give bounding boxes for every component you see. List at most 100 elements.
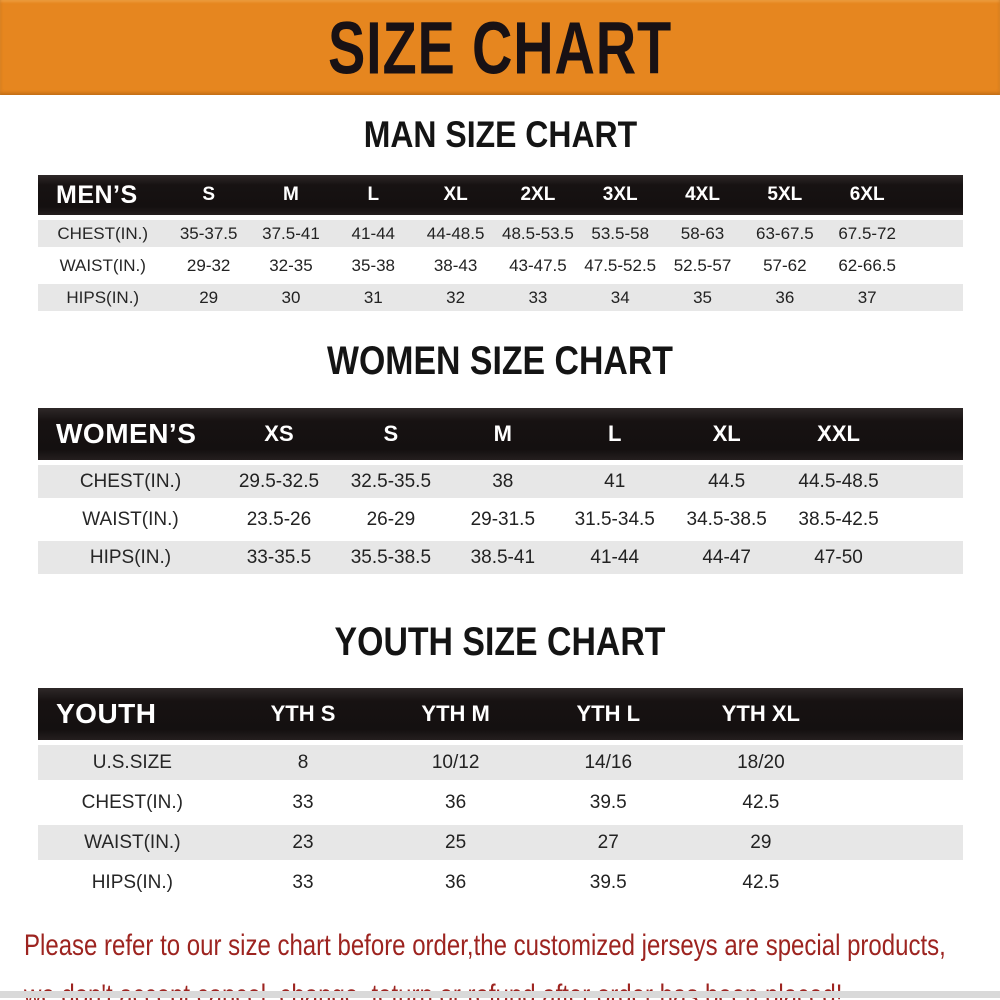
column-header: S (167, 175, 250, 215)
column-header: YTH XL (684, 688, 838, 740)
cell-value: 41-44 (558, 541, 671, 574)
cell-value: 35-37.5 (167, 220, 250, 247)
row-filler (908, 220, 963, 247)
table-row: CHEST(IN.) 33 36 39.5 42.5 (38, 785, 963, 820)
cell-value: 25 (379, 825, 532, 860)
bottom-edge-strip (0, 991, 1000, 998)
group-label: YOUTH (38, 688, 227, 740)
cell-value: 37.5-41 (249, 220, 333, 247)
women-section-heading-text: WOMEN SIZE CHART (327, 337, 673, 383)
cell-value: 38 (446, 465, 559, 498)
column-header: YTH S (226, 688, 380, 740)
women-size-section: WOMEN SIZE CHART WOMEN’S XS S M L XL XXL CHEST(… (0, 337, 1000, 579)
cell-value: 34 (579, 284, 662, 311)
cell-value: 36 (445, 871, 467, 893)
women-size-table: WOMEN’S XS S M L XL XXL CHEST(IN.) 29.5-32.5 32.5… (38, 403, 963, 579)
cell-value: 31.5-34.5 (574, 508, 655, 530)
cell-value: 32 (414, 284, 497, 311)
cell-value: 39.5 (589, 871, 627, 893)
cell-value: 44-47 (670, 541, 783, 574)
men-size-table: MEN’S S M L XL 2XL 3XL 4XL 5XL 6XL CHEST(IN.) 35-37… (38, 170, 963, 316)
header-filler (908, 175, 963, 215)
column-header: YTH M (379, 688, 532, 740)
row-label: WAIST(IN.) (38, 825, 227, 860)
size-chart-banner: SIZE CHART (0, 0, 1000, 95)
column-header: 3XL (579, 175, 662, 215)
cell-value: 29.5-32.5 (223, 465, 335, 498)
cell-value: 47.5-52.5 (584, 255, 657, 275)
column-header: L (558, 408, 671, 460)
row-filler (908, 252, 963, 279)
cell-value: 52.5-57 (673, 255, 732, 275)
cell-value: 23.5-26 (246, 508, 312, 530)
header-filler (837, 688, 963, 740)
cell-value: 57-62 (763, 255, 807, 275)
cell-value: 26-29 (366, 508, 416, 530)
row-filler (837, 865, 963, 900)
column-header: 4XL (661, 175, 744, 215)
cell-value: 10/12 (379, 745, 532, 780)
cell-value: 44.5 (670, 465, 783, 498)
youth-section-heading-text: YOUTH SIZE CHART (334, 618, 666, 664)
youth-section-heading: YOUTH SIZE CHART (0, 618, 1000, 664)
table-row: HIPS(IN.) 29 30 31 32 33 34 35 36 37 (38, 284, 963, 311)
cell-value: 43-47.5 (509, 255, 567, 275)
cell-value: 36 (743, 284, 826, 311)
column-header: YTH L (531, 688, 685, 740)
column-header: M (249, 175, 333, 215)
cell-value: 30 (249, 284, 333, 311)
cell-value: 41 (558, 465, 671, 498)
cell-value: 23 (226, 825, 380, 860)
row-filler (837, 825, 963, 860)
cell-value: 33 (292, 791, 314, 813)
cell-value: 35 (661, 284, 744, 311)
table-row: U.S.SIZE 8 10/12 14/16 18/20 (38, 745, 963, 780)
cell-value: 14/16 (531, 745, 685, 780)
column-header: 6XL (826, 175, 909, 215)
row-filler (894, 541, 963, 574)
cell-value: 41-44 (332, 220, 415, 247)
cell-value: 31 (332, 284, 415, 311)
disclaimer-line-1: Please refer to our size chart before or… (24, 929, 946, 962)
banner-title: SIZE CHART (328, 6, 672, 89)
youth-size-section: YOUTH SIZE CHART YOUTH YTH S YTH M YTH L YTH… (0, 618, 1000, 905)
cell-value: 27 (531, 825, 685, 860)
cell-value: 37 (826, 284, 909, 311)
column-header: XS (223, 408, 335, 460)
cell-value: 62-66.5 (838, 255, 896, 275)
cell-value: 44.5-48.5 (782, 465, 895, 498)
group-label: WOMEN’S (38, 408, 223, 460)
cell-value: 35.5-38.5 (334, 541, 447, 574)
cell-value: 34.5-38.5 (686, 508, 767, 530)
row-filler (837, 745, 963, 780)
group-label: MEN’S (38, 175, 168, 215)
youth-size-table: YOUTH YTH S YTH M YTH L YTH XL U.S.SIZE 8 10/12… (38, 683, 963, 905)
cell-value: 44-48.5 (414, 220, 497, 247)
table-row: WAIST(IN.) 23.5-26 26-29 29-31.5 31.5-34.5 34… (38, 503, 963, 536)
row-label: WAIST(IN.) (82, 508, 179, 530)
cell-value: 63-67.5 (743, 220, 826, 247)
row-filler (908, 284, 963, 311)
cell-value: 58-63 (661, 220, 744, 247)
cell-value: 35-38 (351, 255, 396, 275)
table-row: CHEST(IN.) 29.5-32.5 32.5-35.5 38 41 44.5 44.5… (38, 465, 963, 498)
size-table-header-row: WOMEN’S XS S M L XL XXL (38, 408, 963, 460)
men-section-heading-text: MAN SIZE CHART (363, 114, 637, 156)
cell-value: 32.5-35.5 (334, 465, 447, 498)
column-header: XL (414, 175, 497, 215)
cell-value: 8 (226, 745, 380, 780)
cell-value: 38.5-42.5 (798, 508, 879, 530)
cell-value: 18/20 (684, 745, 838, 780)
column-header: S (334, 408, 447, 460)
row-label: CHEST(IN.) (38, 465, 223, 498)
column-header: M (446, 408, 559, 460)
cell-value: 42.5 (742, 791, 780, 813)
row-label: WAIST(IN.) (59, 255, 146, 275)
cell-value: 47-50 (782, 541, 895, 574)
row-filler (895, 503, 963, 536)
row-filler (894, 465, 963, 498)
row-label: HIPS(IN.) (38, 541, 223, 574)
table-row: HIPS(IN.) 33-35.5 35.5-38.5 38.5-41 41-44 44-… (38, 541, 963, 574)
women-section-heading: WOMEN SIZE CHART (0, 337, 1000, 383)
cell-value: 29-32 (186, 255, 231, 275)
